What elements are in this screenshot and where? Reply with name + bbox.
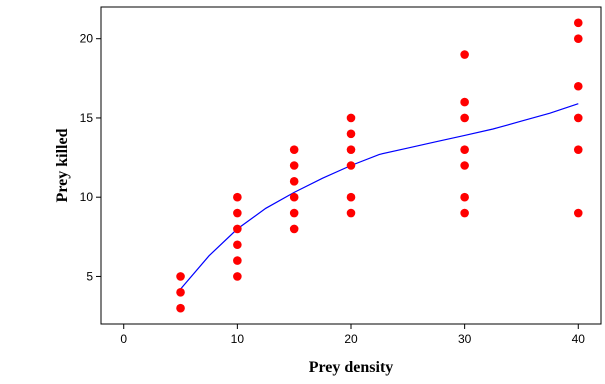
y-axis: 5 10 15 20 [80,32,101,283]
data-point [573,81,583,91]
y-tick-label: 10 [80,190,94,204]
data-point [460,50,469,59]
data-point [289,208,299,218]
y-axis-title: Prey killed [54,128,71,202]
data-point [233,208,242,218]
data-point [346,208,356,218]
x-tick-label: 20 [344,332,358,346]
x-tick-label: 0 [120,332,127,346]
data-point [289,192,299,202]
data-point [289,161,299,170]
data-point [176,288,185,297]
data-point [573,18,583,28]
y-tick-label: 5 [86,269,93,283]
data-point [573,208,583,218]
y-tick-label: 20 [80,32,94,46]
fit-line [180,103,579,290]
x-tick-label: 40 [572,332,586,346]
data-point [233,192,242,202]
data-point [233,224,242,234]
data-point [346,129,356,139]
data-point [289,224,299,234]
data-point [460,97,469,107]
data-point [346,113,356,123]
data-point [460,208,469,218]
data-point [233,240,242,250]
data-point [460,113,469,123]
data-point [573,34,583,43]
x-axis-title: Prey density [309,359,394,376]
y-tick-label: 15 [80,111,94,125]
data-point [346,192,356,202]
data-point [233,272,242,281]
data-point [460,161,469,170]
series-layer [176,18,583,313]
data-point [573,145,583,154]
data-point [289,145,299,154]
data-point [460,192,469,202]
data-point [346,145,356,154]
data-point [233,256,242,265]
data-point [176,303,185,313]
data-point [460,145,469,154]
x-tick-label: 30 [458,332,472,346]
data-point [176,272,185,281]
data-point [346,161,356,170]
x-tick-label: 10 [231,332,245,346]
data-point [289,177,299,186]
data-point [573,113,583,123]
x-axis: 0 10 20 30 40 [120,324,585,346]
